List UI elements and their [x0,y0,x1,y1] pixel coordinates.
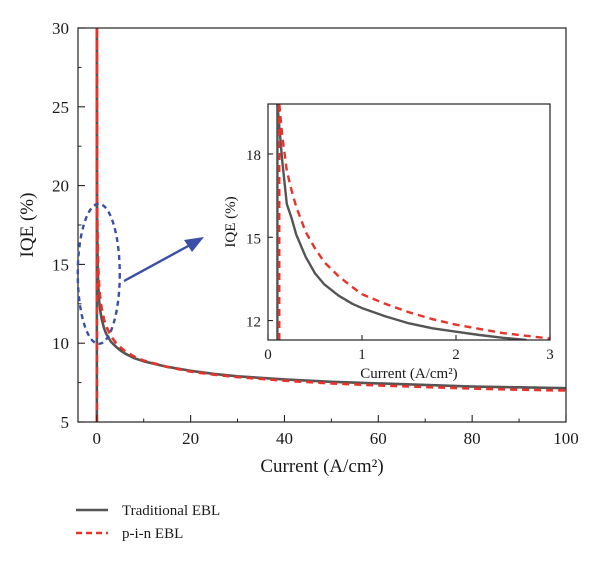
zoom-arrow-shaft [123,243,191,283]
zoom-annotations [76,202,204,346]
main-y-axis-title: IQE (%) [17,193,38,258]
inset-x-axis-title: Current (A/cm²) [360,366,457,382]
main-y-tick-label: 5 [61,413,70,432]
main-series-pin-line [95,28,566,392]
inset-y-tick-label: 12 [246,315,261,331]
inset-series-pin-line [278,104,550,340]
zoom-region-ellipse [76,202,121,346]
inset-x-tick-label: 1 [358,347,366,363]
inset-x-tick-label: 0 [264,347,272,363]
main-series-group [95,28,566,422]
main-y-tick-label: 25 [52,98,69,117]
main-x-tick-label: 0 [93,429,102,448]
inset-x-tick-label: 3 [546,347,554,363]
main-y-tick-label: 20 [52,177,69,196]
inset-x-tick-label: 2 [452,347,460,363]
inset-y-tick-label: 15 [246,231,261,247]
main-x-tick-label: 20 [182,429,199,448]
main-x-tick-label: 60 [370,429,387,448]
main-x-axis-title: Current (A/cm²) [260,456,383,477]
inset-frame [267,103,551,341]
main-y-tick-label: 10 [52,334,69,353]
main-y-tick-label: 15 [52,255,69,274]
zoom-arrow-head [184,237,204,252]
main-x-tick-label: 80 [464,429,481,448]
inset-series-group [276,104,550,340]
legend-label-pin: p-i-n EBL [122,526,183,542]
legend-label-traditional: Traditional EBL [122,503,220,519]
inset-y-axis-title: IQE (%) [223,196,239,247]
legend: Traditional EBL p-i-n EBL [76,503,220,542]
main-x-tick-label: 100 [553,429,579,448]
inset-y-tick-label: 18 [246,148,261,164]
main-y-tick-label: 30 [52,19,69,38]
inset-plot-area [268,104,550,340]
inset-series-traditional-line [276,104,527,340]
main-x-tick-label: 40 [276,429,293,448]
